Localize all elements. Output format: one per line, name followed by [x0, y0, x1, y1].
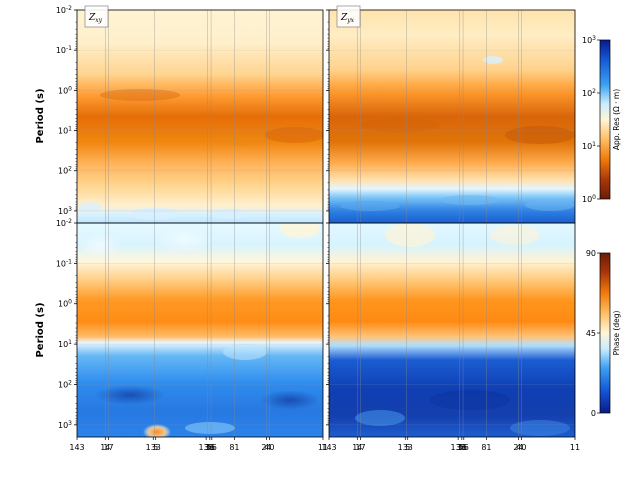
x-tick-label: 14: [100, 443, 110, 452]
x-tick-label: 36: [205, 443, 215, 452]
x-tick-label: 56: [207, 443, 217, 452]
x-tick-label: 138: [199, 443, 214, 452]
y-tick-label: 10-1: [56, 258, 72, 268]
panel-yx-resistivity: [329, 10, 575, 223]
x-tick-label: 17: [355, 443, 365, 452]
x-tick-label: 138: [451, 443, 466, 452]
y-tick-label: 101: [58, 126, 72, 136]
x-tick-label: 24: [513, 443, 523, 452]
x-tick-label: 40: [516, 443, 526, 452]
colorbar-tick-label: 103: [582, 35, 596, 45]
panel-label: Zxy: [88, 13, 103, 24]
y-tick-label: 103: [58, 206, 72, 216]
colorbar-tick-label: 101: [582, 141, 596, 151]
colorbar-tick-label: 100: [582, 194, 596, 204]
y-tick-label: 10-2: [56, 218, 72, 228]
x-tick-label: 14: [352, 443, 362, 452]
colorbar-tick-label: 0: [591, 409, 596, 418]
x-tick-label: 11: [318, 443, 328, 452]
x-tick-label: 56: [459, 443, 469, 452]
y-tick-label: 100: [58, 85, 72, 95]
x-tick-label: 11: [570, 443, 580, 452]
y-tick-label: 100: [58, 299, 72, 309]
x-tick-label: 81: [229, 443, 239, 452]
colorbar-tick-label: 45: [586, 329, 596, 338]
x-tick-label: 81: [481, 443, 491, 452]
colorbar-label: App. Res (Ω · m): [612, 89, 621, 150]
y-tick-label: 103: [58, 420, 72, 430]
colorbar-label: Phase (deg): [612, 311, 621, 356]
x-tick-label: 36: [457, 443, 467, 452]
panel-xy-phase: [77, 223, 323, 437]
y-tick-label: 102: [58, 379, 72, 389]
panel-label-box: [84, 5, 109, 28]
x-tick-label: 133: [146, 443, 161, 452]
y-tick-label: 101: [58, 339, 72, 349]
panel-frame: [328, 222, 576, 438]
x-tick-label: 133: [398, 443, 413, 452]
x-tick-label: 24: [261, 443, 271, 452]
colorbar-tick-label: 90: [586, 249, 596, 258]
y-tick-label: 10-2: [56, 5, 72, 15]
axes-overlay: 10-2 10-1 100 101 102 103 Zxy Zyx 10-2 10-1 100 101…: [35, 5, 621, 452]
panel-label-box: [336, 5, 361, 28]
x-tick-label: 143: [69, 443, 84, 452]
colorbar-tick-label: 102: [582, 88, 596, 98]
panel-label: Zyx: [340, 13, 355, 24]
colorbar-phase: [599, 252, 611, 414]
panel-xy-resistivity: [77, 10, 323, 223]
panel-yx-phase: [329, 223, 575, 437]
x-tick-label: 5: [153, 443, 158, 452]
colorbar-resistivity: [599, 39, 611, 200]
x-tick-label: 143: [321, 443, 336, 452]
y-tick-label: 10-1: [56, 45, 72, 55]
x-tick-label: 40: [264, 443, 274, 452]
y-axis-label: Period (s): [35, 302, 46, 357]
y-axis-label: Period (s): [35, 88, 46, 143]
x-tick-label: 17: [103, 443, 113, 452]
x-tick-label: 5: [405, 443, 410, 452]
y-tick-label: 102: [58, 166, 72, 176]
panel-frame: [76, 222, 324, 438]
